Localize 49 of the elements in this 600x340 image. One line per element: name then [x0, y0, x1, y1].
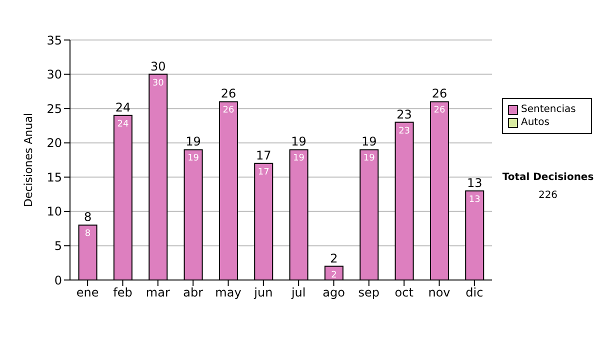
total-label: 19: [291, 134, 306, 149]
x-tick-label: oct: [394, 286, 414, 300]
x-tick-label: jun: [253, 286, 273, 300]
data-label: 26: [222, 106, 234, 116]
y-tick-label: 25: [46, 102, 62, 116]
total-label: 13: [466, 176, 482, 190]
y-tick-label: 5: [54, 238, 62, 253]
total-label: 23: [396, 107, 412, 122]
y-axis-title: Decisiones Anual: [22, 112, 35, 208]
data-label: 26: [434, 106, 446, 116]
x-tick-label: abr: [183, 286, 204, 300]
x-tick-label: nov: [428, 286, 450, 300]
total-label: 19: [361, 134, 377, 149]
y-tick-label: 35: [46, 33, 62, 48]
total-label: 2: [330, 251, 338, 266]
x-tick-label: ago: [322, 286, 345, 300]
y-tick-label: 15: [46, 170, 62, 184]
data-label: 13: [468, 194, 480, 205]
data-label: 8: [84, 229, 91, 240]
y-tick-label: 10: [46, 204, 62, 219]
y-tick-label: 20: [46, 136, 62, 150]
total-label: 8: [84, 210, 92, 224]
text: 226: [537, 190, 559, 201]
total-label: 19: [186, 134, 201, 149]
text: Total Decisiones: [501, 172, 595, 183]
total-label: 30: [150, 59, 166, 74]
total-label: 26: [220, 86, 236, 101]
total-label: 17: [256, 148, 272, 162]
x-tick-label: sep: [358, 286, 380, 300]
x-tick-label: dic: [466, 286, 484, 300]
x-tick-label: feb: [113, 286, 132, 300]
data-label: 24: [117, 119, 129, 130]
legend-label: Autos: [520, 116, 550, 129]
data-label: 19: [363, 154, 376, 164]
data-label: 19: [188, 154, 200, 164]
data-label: 23: [398, 126, 410, 136]
legend-label: Sentencias: [520, 103, 577, 116]
x-tick-label: may: [215, 286, 242, 300]
x-tick-label: ene: [76, 286, 99, 300]
data-label: 19: [293, 154, 305, 164]
y-tick-label: 0: [54, 273, 62, 288]
total-label: 26: [432, 86, 448, 101]
data-label: 2: [331, 270, 337, 280]
data-label: 17: [258, 167, 270, 178]
total-label: 24: [115, 100, 131, 114]
data-label: 30: [152, 78, 164, 88]
x-tick-label: mar: [146, 286, 170, 300]
y-tick-label: 30: [46, 68, 62, 82]
x-tick-label: jul: [290, 286, 306, 300]
